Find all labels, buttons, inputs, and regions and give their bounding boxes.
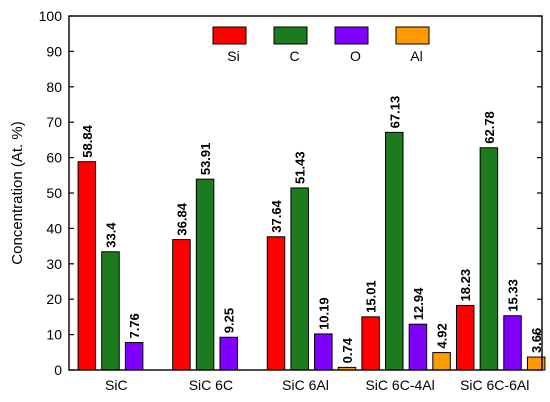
legend: Si C O Al xyxy=(212,26,430,64)
value-label-al: 3.66 xyxy=(529,328,544,353)
value-label-c: 53.91 xyxy=(198,143,213,176)
value-label-o: 10.19 xyxy=(316,297,331,330)
value-label-si: 37.64 xyxy=(269,199,284,232)
bar-c xyxy=(195,178,215,371)
y-tick-label: 30 xyxy=(46,256,62,272)
value-label-al: 4.92 xyxy=(435,323,450,348)
bar-series-group xyxy=(77,131,546,371)
plot-frame xyxy=(68,15,543,371)
value-label-o: 9.25 xyxy=(222,308,237,333)
x-tick-label: SiC 6C-4Al xyxy=(365,377,434,393)
value-label-c: 62.78 xyxy=(482,111,497,144)
legend-swatch xyxy=(212,26,247,45)
bar-o xyxy=(503,315,522,371)
value-label-c: 51.43 xyxy=(293,151,308,184)
y-tick-label: 90 xyxy=(46,43,62,59)
bar-c xyxy=(479,147,499,371)
y-tick-label: 40 xyxy=(46,220,62,236)
bar-al xyxy=(432,352,451,371)
x-tick-label: SiC 6Al xyxy=(282,377,329,393)
y-axis-title: Concentration (At. %) xyxy=(9,121,26,264)
x-tick-label: SiC 6C-6Al xyxy=(460,377,529,393)
value-label-o: 12.94 xyxy=(411,287,426,320)
bar-si xyxy=(266,236,286,371)
legend-label: C xyxy=(289,48,299,64)
y-tick-label: 80 xyxy=(46,79,62,95)
y-axis-label: Concentration (At. %) xyxy=(9,121,26,264)
bar-o xyxy=(408,323,428,371)
x-tick-label: SiC xyxy=(105,377,128,393)
bar-c xyxy=(101,251,120,371)
legend-label: Si xyxy=(227,48,239,64)
legend-swatch xyxy=(273,26,308,45)
bar-o xyxy=(219,336,238,371)
legend-swatch xyxy=(334,26,369,45)
bar-o xyxy=(124,342,144,371)
x-axis-ticks: SiC SiC 6C SiC 6Al SiC 6C-4Al SiC 6C-6Al xyxy=(105,365,529,393)
y-tick-label: 20 xyxy=(46,291,62,307)
y-tick-label: 100 xyxy=(39,8,63,24)
value-labels-group: 58.84 36.84 37.64 15.01 18.23 33.4 53.91 51.43 6… xyxy=(80,96,544,364)
bar-c xyxy=(385,131,404,371)
value-label-si: 36.84 xyxy=(174,202,189,235)
legend-label: Al xyxy=(410,48,422,64)
value-label-si: 18.23 xyxy=(458,269,473,302)
bar-c xyxy=(290,187,309,371)
value-label-c: 67.13 xyxy=(387,96,402,129)
value-label-si: 58.84 xyxy=(80,124,95,157)
value-label-o: 7.76 xyxy=(127,313,142,338)
bar-si xyxy=(455,304,475,371)
value-label-o: 15.33 xyxy=(506,279,521,312)
y-tick-label: 60 xyxy=(46,150,62,166)
bar-o xyxy=(314,333,333,371)
y-tick-label: 10 xyxy=(46,327,62,343)
bar-si xyxy=(172,239,191,371)
value-label-al: 0.74 xyxy=(340,337,355,363)
y-axis-ticks: 0 10 20 30 40 50 60 70 80 90 100 xyxy=(39,8,542,378)
bar-si xyxy=(361,316,380,371)
legend-swatch xyxy=(395,26,430,45)
y-tick-label: 0 xyxy=(54,362,62,378)
value-label-si: 15.01 xyxy=(364,280,379,313)
bar-si xyxy=(77,161,97,371)
x-tick-label: SiC 6C xyxy=(189,377,233,393)
legend-label: O xyxy=(350,48,361,64)
value-label-c: 33.4 xyxy=(103,222,118,248)
y-tick-label: 70 xyxy=(46,114,62,130)
y-tick-label: 50 xyxy=(46,185,62,201)
